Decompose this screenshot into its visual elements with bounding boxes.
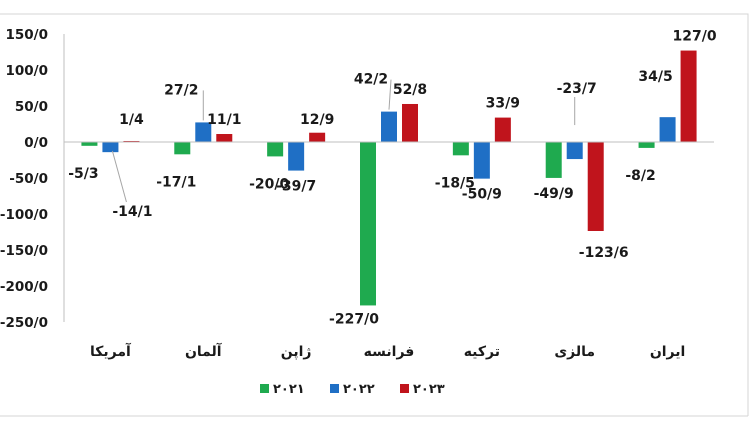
data-label: 33/9	[486, 96, 520, 112]
leader-line	[111, 150, 127, 203]
y-tick-label: -100/0	[0, 207, 48, 223]
bar-3-5	[494, 117, 511, 142]
x-category-label: فرانسه	[364, 344, 415, 360]
data-label: -8/2	[625, 168, 655, 184]
legend-label: ۲۰۲۲	[343, 382, 375, 397]
legend-swatch	[330, 384, 339, 393]
x-category-label: ژاپن	[281, 344, 312, 360]
leader-line	[388, 79, 392, 110]
data-label: 1/4	[119, 112, 144, 128]
bar-3-4	[402, 103, 418, 142]
data-label: -5/3	[68, 166, 98, 182]
x-category-label: آمریکا	[90, 342, 132, 360]
y-tick-label: 0/0	[24, 135, 48, 151]
legend-label: ۲۰۲۱	[273, 382, 305, 397]
data-label: -50/9	[462, 187, 502, 203]
bar-1-4	[360, 142, 376, 306]
chart-frame	[0, 13, 749, 416]
bar-3-7	[680, 50, 697, 143]
data-label: -39/7	[276, 179, 316, 195]
data-label: 34/5	[638, 69, 672, 85]
data-label: -20/0	[249, 176, 289, 192]
bar-1-6	[545, 142, 562, 178]
bar-3-6	[587, 142, 604, 231]
bar-2-6	[566, 142, 583, 160]
y-tick-label: 100/0	[5, 63, 48, 79]
bar-1-3	[267, 142, 284, 157]
data-label: 27/2	[164, 82, 198, 98]
bar-2-3	[288, 142, 305, 171]
legend-swatch	[400, 384, 409, 393]
bar-1-2	[174, 142, 191, 155]
x-category-label: مالزی	[554, 344, 595, 360]
data-label: -18/5	[435, 175, 475, 191]
data-label: -14/1	[112, 204, 152, 220]
bar-2-4	[381, 111, 397, 142]
bar-3-3	[309, 132, 326, 142]
data-label: 42/2	[354, 72, 388, 88]
y-tick-label: -200/0	[0, 279, 48, 295]
data-label: -227/0	[329, 311, 379, 327]
data-label: -23/7	[557, 81, 597, 97]
x-category-label: آلمان	[185, 342, 223, 360]
data-label: 11/1	[207, 112, 241, 128]
legend-label: ۲۰۲۳	[413, 382, 445, 397]
bar-3-1	[123, 140, 140, 142]
bar-2-7	[659, 117, 676, 142]
bar-2-5	[473, 142, 490, 179]
data-label: -123/6	[579, 245, 629, 261]
bar-1-7	[638, 142, 655, 148]
bar-2-1	[102, 142, 119, 153]
data-label: 127/0	[673, 29, 717, 45]
data-label: -49/9	[534, 186, 574, 202]
data-label: 52/8	[393, 82, 427, 98]
bar-1-5	[452, 142, 469, 156]
data-label: -17/1	[156, 174, 196, 190]
y-tick-label: -250/0	[0, 315, 48, 331]
bar-2-2	[195, 122, 212, 142]
y-tick-label: 50/0	[15, 99, 48, 115]
bar-1-1	[81, 142, 98, 146]
y-tick-label: -150/0	[0, 243, 48, 259]
bar-3-2	[216, 134, 233, 142]
legend-swatch	[260, 384, 269, 393]
y-tick-label: 150/0	[5, 27, 48, 43]
y-tick-label: -50/0	[9, 171, 48, 187]
x-category-label: ترکیه	[464, 344, 500, 360]
x-category-label: ایران	[650, 344, 686, 360]
data-label: 12/9	[300, 112, 334, 128]
